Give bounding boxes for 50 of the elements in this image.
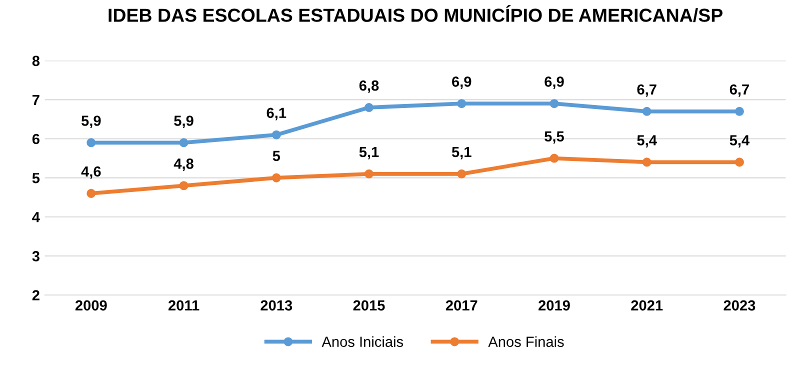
data-label: 5,9 — [174, 116, 194, 128]
y-tick-label: 7 — [32, 94, 40, 105]
point — [179, 138, 188, 148]
x-tick-label: 2017 — [446, 300, 478, 311]
x-tick-label: 2023 — [724, 300, 756, 311]
x-tick-label: 2021 — [631, 300, 663, 311]
data-label: 5,9 — [81, 116, 101, 128]
data-label: 6,9 — [544, 76, 564, 89]
legend-label: Anos Finais — [488, 336, 564, 347]
data-label: 4,8 — [174, 158, 194, 171]
data-label: 5,5 — [544, 131, 564, 144]
x-tick-label: 2011 — [168, 300, 200, 311]
data-label: 5,1 — [359, 146, 379, 160]
data-label: 6,8 — [359, 80, 379, 93]
chart-title: IDEB DAS ESCOLAS ESTADUAIS DO MUNICÍPIO DE AMERICANA/SP — [108, 5, 723, 22]
data-label: 5,1 — [452, 146, 472, 160]
y-tick-label: 4 — [32, 212, 40, 222]
point — [457, 169, 466, 178]
point — [364, 102, 374, 112]
point — [179, 181, 188, 190]
y-tick-label: 2 — [32, 290, 40, 300]
point — [86, 138, 96, 148]
data-label: 5 — [272, 150, 280, 162]
x-tick-label: 2013 — [260, 300, 292, 311]
y-tick-label: 8 — [32, 56, 40, 66]
data-label: 5,4 — [730, 135, 750, 148]
point — [550, 154, 559, 163]
data-label: 6,9 — [452, 76, 472, 89]
y-tick-label: 3 — [32, 251, 40, 262]
y-tick-label: 5 — [32, 173, 40, 184]
point — [734, 106, 744, 116]
x-tick-label: 2009 — [75, 300, 107, 311]
point — [364, 169, 374, 178]
point — [272, 130, 281, 140]
legend-label: Anos Iniciais — [322, 336, 404, 347]
point — [734, 158, 744, 167]
x-tick-label: 2015 — [353, 300, 385, 311]
point — [86, 188, 96, 198]
data-label: 6,1 — [266, 108, 286, 120]
data-label: 5,4 — [637, 135, 657, 148]
point — [272, 173, 281, 182]
y-tick-label: 6 — [32, 134, 40, 144]
point — [642, 106, 652, 116]
data-label: 6,7 — [637, 84, 656, 97]
point — [457, 99, 466, 108]
x-tick-label: 2019 — [538, 300, 570, 311]
data-label: 6,7 — [730, 84, 749, 97]
data-label: 4,6 — [81, 166, 101, 179]
point — [642, 158, 652, 167]
point — [550, 99, 559, 108]
